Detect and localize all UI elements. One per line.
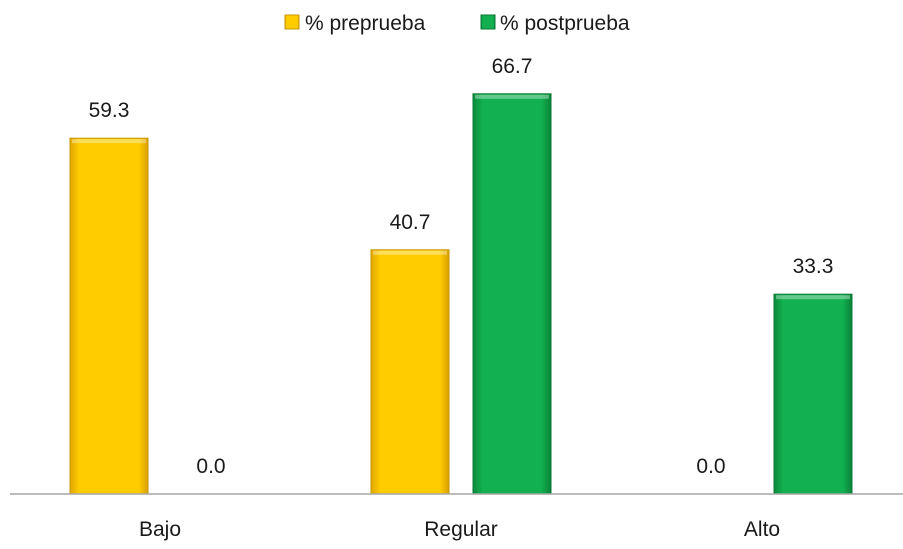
x-axis-tick-labels: Bajo Regular Alto bbox=[139, 518, 780, 541]
legend-item-preprueba: % preprueba bbox=[284, 12, 426, 35]
bar-postprueba-alto bbox=[773, 293, 853, 495]
x-tick-label-alto: Alto bbox=[744, 518, 780, 541]
bar-postprueba-regular bbox=[472, 93, 552, 495]
x-tick-label-bajo: Bajo bbox=[139, 518, 181, 541]
bar-highlight-postprueba-regular bbox=[475, 94, 549, 99]
bar-preprueba-bajo bbox=[69, 137, 149, 495]
data-labels-layer: 59.3 0.0 40.7 66.7 0.0 33.3 bbox=[89, 55, 834, 478]
legend-swatch-preprueba bbox=[284, 14, 300, 30]
bar-preprueba-regular bbox=[370, 249, 450, 495]
data-label-preprueba-bajo: 59.3 bbox=[89, 99, 130, 122]
data-label-preprueba-regular: 40.7 bbox=[390, 211, 431, 234]
legend-label-postprueba: % postprueba bbox=[500, 12, 630, 35]
legend-label-preprueba: % preprueba bbox=[305, 12, 426, 35]
bars-layer bbox=[69, 93, 853, 495]
x-tick-label-regular: Regular bbox=[424, 518, 498, 541]
bar-highlight-preprueba-regular bbox=[373, 250, 447, 255]
bar-highlight-preprueba-bajo bbox=[72, 139, 146, 144]
data-label-postprueba-regular: 66.7 bbox=[492, 55, 533, 78]
legend-item-postprueba: % postprueba bbox=[480, 12, 630, 35]
data-label-postprueba-alto: 33.3 bbox=[793, 255, 834, 278]
legend-swatch-postprueba bbox=[480, 14, 496, 30]
legend: % preprueba % postprueba bbox=[284, 12, 630, 35]
data-label-postprueba-bajo: 0.0 bbox=[196, 455, 225, 478]
bar-highlight-postprueba-alto bbox=[776, 295, 850, 300]
data-label-preprueba-alto: 0.0 bbox=[696, 455, 725, 478]
